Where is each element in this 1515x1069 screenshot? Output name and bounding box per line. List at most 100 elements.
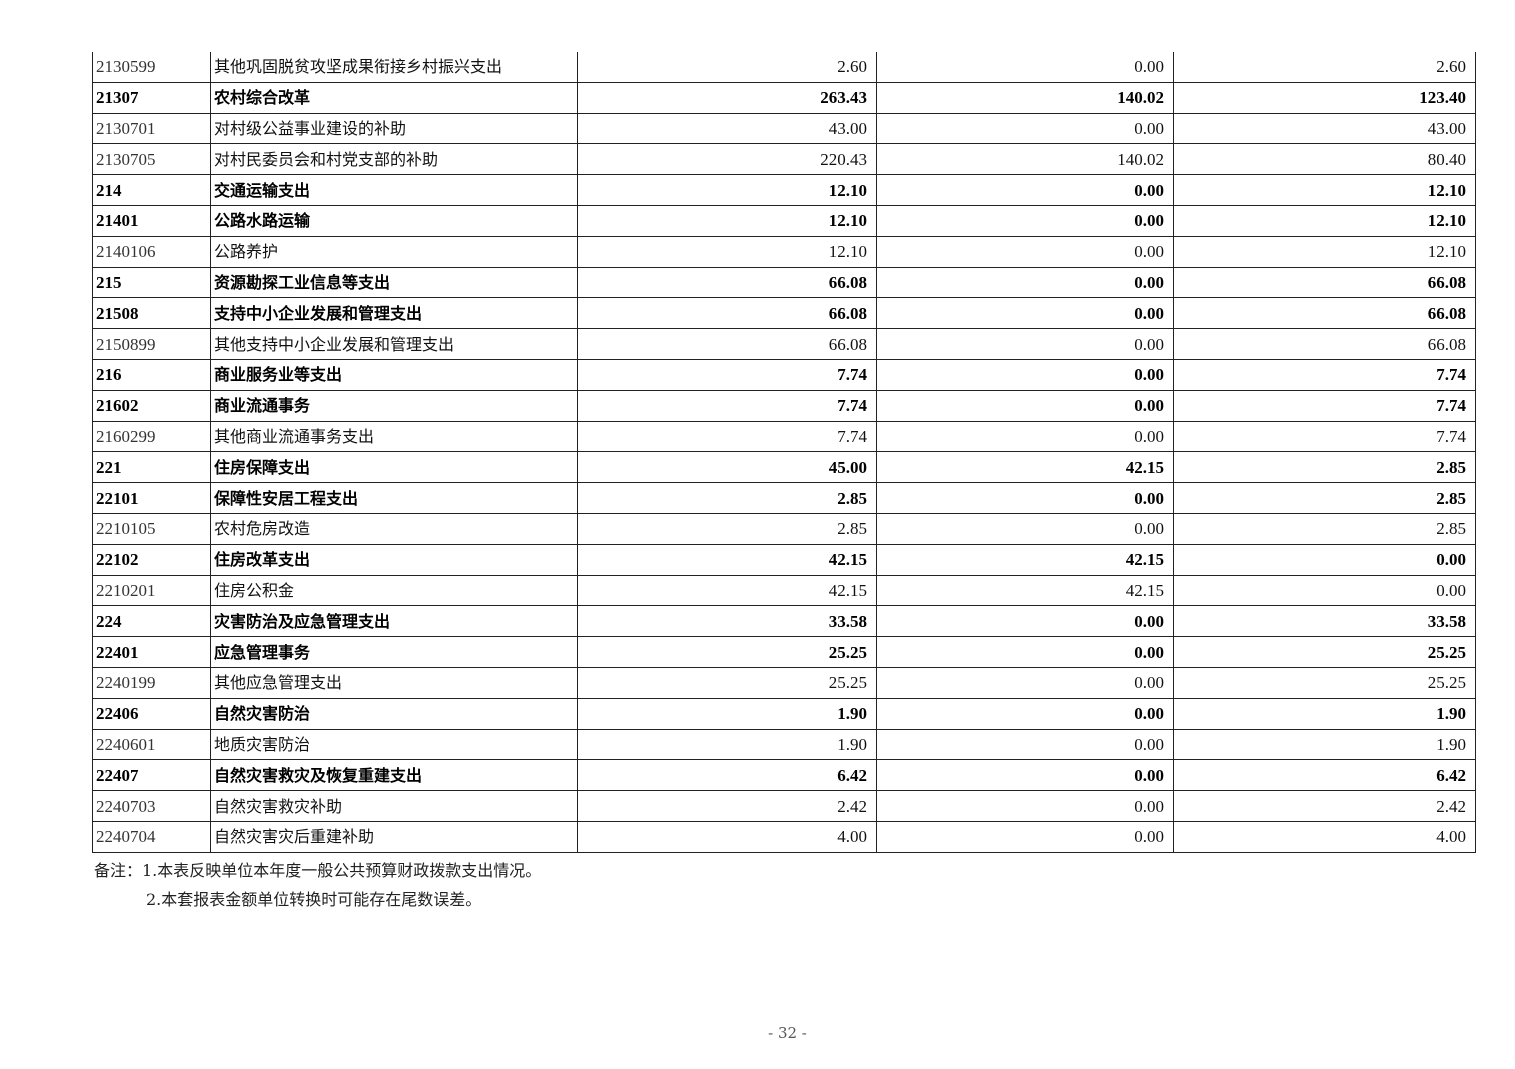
project-expenditure-cell: 66.08 (1173, 297, 1476, 330)
subject-code-cell: 22401 (92, 636, 211, 668)
total-cell: 2.85 (577, 482, 877, 514)
project-expenditure-cell: 7.74 (1173, 420, 1476, 453)
table-row: 2130701 对村级公益事业建设的补助 43.00 0.00 43.00 (92, 112, 1476, 145)
project-expenditure-cell: 80.40 (1173, 143, 1476, 176)
basic-expenditure-cell: 42.15 (876, 574, 1174, 607)
subject-name-cell: 农村综合改革 (210, 81, 578, 114)
project-expenditure-cell: 66.08 (1173, 266, 1476, 299)
subject-name-cell: 农村危房改造 (210, 512, 578, 545)
subject-code-cell: 2150899 (92, 328, 211, 360)
subject-name-cell: 交通运输支出 (210, 174, 578, 206)
total-cell: 7.74 (577, 358, 877, 391)
subject-name-cell: 自然灾害救灾及恢复重建支出 (210, 759, 578, 792)
basic-expenditure-cell: 0.00 (876, 174, 1174, 206)
basic-expenditure-cell: 0.00 (876, 389, 1174, 422)
subject-name-cell: 住房公积金 (210, 574, 578, 607)
total-cell: 220.43 (577, 143, 877, 176)
project-expenditure-cell: 25.25 (1173, 666, 1476, 699)
subject-name-cell: 支持中小企业发展和管理支出 (210, 297, 578, 330)
total-cell: 45.00 (577, 451, 877, 484)
table-row: 2240601 地质灾害防治 1.90 0.00 1.90 (92, 728, 1476, 761)
project-expenditure-cell: 25.25 (1173, 636, 1476, 668)
project-expenditure-cell: 2.60 (1173, 52, 1476, 83)
basic-expenditure-cell: 0.00 (876, 358, 1174, 391)
table-row: 22406 自然灾害防治 1.90 0.00 1.90 (92, 697, 1476, 730)
basic-expenditure-cell: 0.00 (876, 52, 1174, 83)
basic-expenditure-cell: 140.02 (876, 143, 1174, 176)
basic-expenditure-cell: 0.00 (876, 605, 1174, 638)
total-cell: 2.42 (577, 790, 877, 822)
subject-name-cell: 自然灾害救灾补助 (210, 790, 578, 822)
subject-code-cell: 21401 (92, 204, 211, 237)
project-expenditure-cell: 2.85 (1173, 482, 1476, 514)
basic-expenditure-cell: 0.00 (876, 759, 1174, 792)
project-expenditure-cell: 12.10 (1173, 174, 1476, 206)
basic-expenditure-cell: 0.00 (876, 666, 1174, 699)
total-cell: 1.90 (577, 697, 877, 730)
basic-expenditure-cell: 0.00 (876, 512, 1174, 545)
basic-expenditure-cell: 0.00 (876, 790, 1174, 822)
table-row: 21602 商业流通事务 7.74 0.00 7.74 (92, 389, 1476, 422)
basic-expenditure-cell: 0.00 (876, 266, 1174, 299)
subject-code-cell: 21602 (92, 389, 211, 422)
table-row: 2240199 其他应急管理支出 25.25 0.00 25.25 (92, 666, 1476, 699)
project-expenditure-cell: 43.00 (1173, 112, 1476, 145)
subject-code-cell: 22407 (92, 759, 211, 792)
basic-expenditure-cell: 42.15 (876, 451, 1174, 484)
project-expenditure-cell: 2.85 (1173, 512, 1476, 545)
project-expenditure-cell: 0.00 (1173, 574, 1476, 607)
basic-expenditure-cell: 42.15 (876, 543, 1174, 576)
subject-code-cell: 214 (92, 174, 211, 206)
table-row: 215 资源勘探工业信息等支出 66.08 0.00 66.08 (92, 266, 1476, 299)
project-expenditure-cell: 0.00 (1173, 543, 1476, 576)
table-row: 224 灾害防治及应急管理支出 33.58 0.00 33.58 (92, 605, 1476, 638)
subject-name-cell: 自然灾害防治 (210, 697, 578, 730)
project-expenditure-cell: 7.74 (1173, 389, 1476, 422)
basic-expenditure-cell: 140.02 (876, 81, 1174, 114)
total-cell: 33.58 (577, 605, 877, 638)
total-cell: 7.74 (577, 420, 877, 453)
total-cell: 66.08 (577, 328, 877, 360)
basic-expenditure-cell: 0.00 (876, 420, 1174, 453)
total-cell: 12.10 (577, 204, 877, 237)
table-row: 221 住房保障支出 45.00 42.15 2.85 (92, 451, 1476, 484)
table-row: 2240703 自然灾害救灾补助 2.42 0.00 2.42 (92, 790, 1476, 822)
expenditure-table: 2130599 其他巩固脱贫攻坚成果衔接乡村振兴支出 2.60 0.00 2.60 213… (92, 52, 1476, 853)
subject-code-cell: 21508 (92, 297, 211, 330)
subject-code-cell: 216 (92, 358, 211, 391)
subject-code-cell: 2130599 (92, 52, 211, 83)
subject-code-cell: 215 (92, 266, 211, 299)
table-row: 2240704 自然灾害灾后重建补助 4.00 0.00 4.00 (92, 820, 1476, 853)
project-expenditure-cell: 1.90 (1173, 728, 1476, 761)
table-row: 2210201 住房公积金 42.15 42.15 0.00 (92, 574, 1476, 607)
total-cell: 7.74 (577, 389, 877, 422)
subject-code-cell: 224 (92, 605, 211, 638)
table-row: 2130705 对村民委员会和村党支部的补助 220.43 140.02 80.40 (92, 143, 1476, 176)
total-cell: 42.15 (577, 574, 877, 607)
table-row: 22101 保障性安居工程支出 2.85 0.00 2.85 (92, 482, 1476, 514)
table-row: 216 商业服务业等支出 7.74 0.00 7.74 (92, 358, 1476, 391)
subject-code-cell: 2240704 (92, 820, 211, 853)
note-line-2: 2.本套报表金额单位转换时可能存在尾数误差。 (146, 890, 482, 909)
subject-code-cell: 2240199 (92, 666, 211, 699)
page-number: - 32 - (768, 1024, 807, 1042)
total-cell: 12.10 (577, 235, 877, 268)
table-row: 214 交通运输支出 12.10 0.00 12.10 (92, 174, 1476, 206)
project-expenditure-cell: 12.10 (1173, 204, 1476, 237)
subject-name-cell: 住房保障支出 (210, 451, 578, 484)
basic-expenditure-cell: 0.00 (876, 482, 1174, 514)
project-expenditure-cell: 12.10 (1173, 235, 1476, 268)
table-row: 22401 应急管理事务 25.25 0.00 25.25 (92, 636, 1476, 668)
total-cell: 25.25 (577, 636, 877, 668)
basic-expenditure-cell: 0.00 (876, 820, 1174, 853)
project-expenditure-cell: 66.08 (1173, 328, 1476, 360)
basic-expenditure-cell: 0.00 (876, 728, 1174, 761)
table-row: 2160299 其他商业流通事务支出 7.74 0.00 7.74 (92, 420, 1476, 453)
subject-code-cell: 21307 (92, 81, 211, 114)
note-line-1: 备注：1.本表反映单位本年度一般公共预算财政拨款支出情况。 (94, 861, 542, 880)
subject-name-cell: 其他支持中小企业发展和管理支出 (210, 328, 578, 360)
subject-name-cell: 对村级公益事业建设的补助 (210, 112, 578, 145)
project-expenditure-cell: 4.00 (1173, 820, 1476, 853)
project-expenditure-cell: 6.42 (1173, 759, 1476, 792)
subject-name-cell: 公路养护 (210, 235, 578, 268)
